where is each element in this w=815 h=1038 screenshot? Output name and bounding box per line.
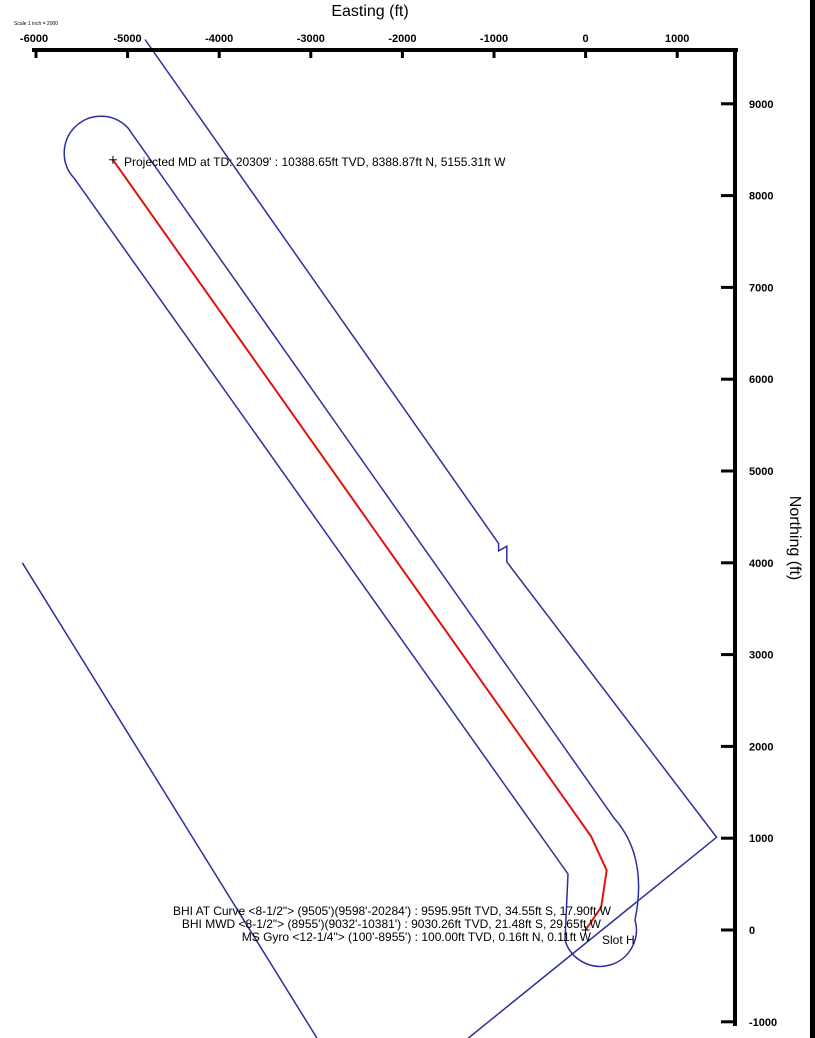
y-tick-label: 6000: [749, 374, 773, 386]
td-annotation: Projected MD at TD: 20309' : 10388.65ft …: [124, 155, 506, 169]
y-tick-label: 7000: [749, 282, 773, 294]
y-tick-label: 0: [749, 925, 755, 937]
x-tick-label: -5000: [114, 33, 142, 45]
setback-envelope: [63, 115, 640, 968]
x-axis-title: Easting (ft): [331, 3, 408, 20]
bhi-at-curve-annotation: BHI AT Curve <8-1/2"> (9505')(9598'-2028…: [173, 904, 612, 918]
y-tick-label: 5000: [749, 466, 773, 478]
bhi-mwd-annotation: BHI MWD <8-1/2"> (8955')(9032'-10381') :…: [182, 917, 602, 931]
y-tick-label: 4000: [749, 558, 773, 570]
x-tick-label: -3000: [297, 33, 325, 45]
trajectory-layer: [108, 155, 608, 934]
x-tick-label: -6000: [20, 33, 48, 45]
scale-note: Scale 1 inch = 2000: [14, 21, 58, 27]
y-axis: 9000 8000 7000 6000 5000 4000 3000 2000 1000 0 -10…: [721, 50, 777, 1029]
y-tick-label: 8000: [749, 191, 773, 203]
outer-lease-boundary: [144, 39, 718, 1038]
x-tick-label: 1000: [665, 33, 689, 45]
x-tick-label: -1000: [480, 33, 508, 45]
right-edge-bar: [810, 0, 815, 1038]
y-tick-label: -1000: [749, 1017, 777, 1029]
annotations: Projected MD at TD: 20309' : 10388.65ft …: [124, 155, 635, 947]
y-tick-label: 2000: [749, 741, 773, 753]
inner-lease-boundary: [21, 562, 318, 1038]
x-axis: -6000 -5000 -4000 -3000 -2000 -1000 0 1000: [20, 33, 738, 58]
x-tick-label: 0: [583, 33, 589, 45]
y-tick-label: 9000: [749, 99, 773, 111]
x-tick-label: -4000: [205, 33, 233, 45]
slot-h-label: Slot H: [602, 933, 635, 947]
y-tick-label: 1000: [749, 833, 773, 845]
plot-boundaries: [21, 39, 718, 1038]
x-tick-label: -2000: [388, 33, 416, 45]
y-tick-label: 3000: [749, 650, 773, 662]
y-axis-title: Northing (ft): [786, 496, 803, 580]
well-trajectory-line: [112, 159, 608, 931]
ms-gyro-annotation: MS Gyro <12-1/4"> (100'-8955') : 100.00f…: [242, 930, 592, 944]
